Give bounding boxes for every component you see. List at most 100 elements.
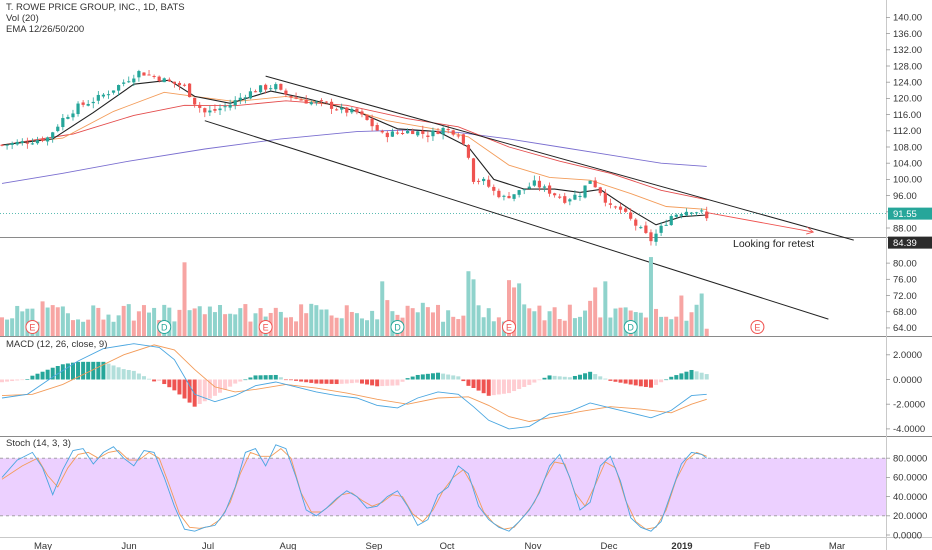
- candle-body: [553, 193, 557, 196]
- candle-body: [233, 100, 237, 106]
- candle-body: [634, 219, 638, 226]
- candle-body: [527, 186, 531, 189]
- macd-histogram-bar: [643, 379, 648, 387]
- candle-body: [624, 208, 628, 212]
- volume-bar: [562, 320, 567, 336]
- prev-price-badge-label: 84.39: [893, 238, 917, 249]
- macd-histogram-bar: [60, 364, 65, 380]
- candle-body: [684, 211, 689, 216]
- time-tick-label: Jun: [121, 541, 136, 550]
- candle-body: [476, 180, 481, 182]
- candle-body: [30, 143, 35, 145]
- macd-histogram-bar: [664, 379, 669, 381]
- macd-histogram-bar: [537, 379, 542, 381]
- macd-histogram-bar: [304, 379, 309, 383]
- volume-bar: [243, 304, 248, 336]
- candle-body: [618, 206, 623, 210]
- candle-body: [127, 81, 131, 83]
- candle-body: [603, 192, 607, 203]
- candle-body: [598, 187, 602, 194]
- macd-histogram-bar: [136, 373, 141, 380]
- macd-histogram-bar: [106, 363, 111, 380]
- ema12-group: [1, 79, 707, 226]
- macd-histogram-bar: [552, 375, 557, 380]
- volume-bar: [334, 317, 339, 336]
- volume-bar: [527, 308, 532, 336]
- macd-histogram-bar: [273, 374, 278, 380]
- stoch-tick-label: 40.0000: [893, 492, 927, 503]
- macd-histogram-bar: [131, 370, 136, 380]
- volume-bar: [385, 300, 390, 336]
- macd-histogram-bar: [116, 367, 121, 380]
- candle-body: [537, 180, 542, 188]
- time-tick-label: Sep: [366, 541, 383, 550]
- macd-histogram-bar: [689, 369, 694, 380]
- candle-body: [147, 74, 151, 76]
- macd-tick-label: -4.0000: [893, 424, 925, 435]
- event-markers-group: E E E ED D D: [25, 320, 765, 334]
- volume-bar: [425, 307, 430, 336]
- macd-histogram-bar: [111, 365, 116, 380]
- volume-bar: [654, 308, 659, 336]
- volume-bar: [420, 302, 425, 336]
- candle-body: [152, 75, 156, 77]
- macd-histogram-bar: [481, 379, 486, 394]
- candle-body: [66, 116, 70, 119]
- volume-bar: [238, 308, 243, 336]
- macd-histogram-bar: [258, 375, 263, 380]
- volume-tick-label: 80.00: [893, 258, 917, 269]
- candle-body: [400, 132, 405, 134]
- macd-histogram-bar: [233, 379, 238, 384]
- macd-histogram-bar: [623, 379, 628, 384]
- retest-annotation: Looking for retest: [733, 238, 814, 250]
- volume-bar: [451, 316, 456, 336]
- volume-bar: [294, 321, 299, 336]
- candle-body: [380, 130, 384, 133]
- candle-body: [426, 135, 430, 138]
- volume-bar: [436, 304, 441, 336]
- candle-body: [238, 97, 242, 101]
- macd-histogram-bar: [684, 371, 689, 380]
- candle-body: [482, 178, 486, 182]
- candle-body: [157, 76, 161, 81]
- macd-histogram-bar: [466, 379, 471, 386]
- volume-bar: [359, 318, 364, 336]
- candle-body: [106, 94, 111, 96]
- volume-bar: [40, 301, 45, 336]
- candle-body: [228, 104, 232, 108]
- candle-body: [248, 91, 253, 99]
- macd-histogram-bar: [359, 379, 364, 384]
- macd-histogram-bar: [157, 379, 162, 381]
- last-price-badge: [888, 207, 932, 220]
- macd-histogram-bar: [212, 379, 217, 396]
- volume-bar: [50, 305, 55, 336]
- macd-histogram-bar: [441, 373, 446, 380]
- macd-histogram-bar: [309, 379, 314, 383]
- earnings-marker-label: E: [29, 323, 35, 333]
- candle-body: [86, 103, 90, 106]
- price-tick-label: 116.00: [893, 110, 921, 121]
- macd-histogram-bar: [65, 363, 70, 380]
- macd-histogram-bar: [517, 379, 522, 390]
- candle-body: [487, 179, 491, 187]
- volume-tick-label: 72.00: [893, 291, 917, 302]
- candle-body: [314, 101, 318, 103]
- macd-histogram-bar: [278, 377, 283, 380]
- candle-body: [705, 211, 709, 219]
- volume-bar: [577, 316, 582, 336]
- trendlines-group: [204, 75, 854, 320]
- macd-histogram-bar: [547, 375, 552, 380]
- volume-bar: [116, 315, 121, 336]
- macd-histogram-bar: [324, 379, 329, 384]
- volume-bar: [45, 307, 50, 336]
- macd-histogram-bar: [81, 361, 86, 380]
- macd-histogram-bar: [446, 374, 451, 380]
- volume-bar: [339, 318, 344, 336]
- candle-body: [122, 82, 126, 84]
- candle-body: [517, 190, 521, 195]
- volume-bar: [466, 271, 471, 336]
- volume-bar: [365, 320, 370, 336]
- macd-histogram-bar: [248, 377, 253, 380]
- candle-body: [81, 102, 85, 105]
